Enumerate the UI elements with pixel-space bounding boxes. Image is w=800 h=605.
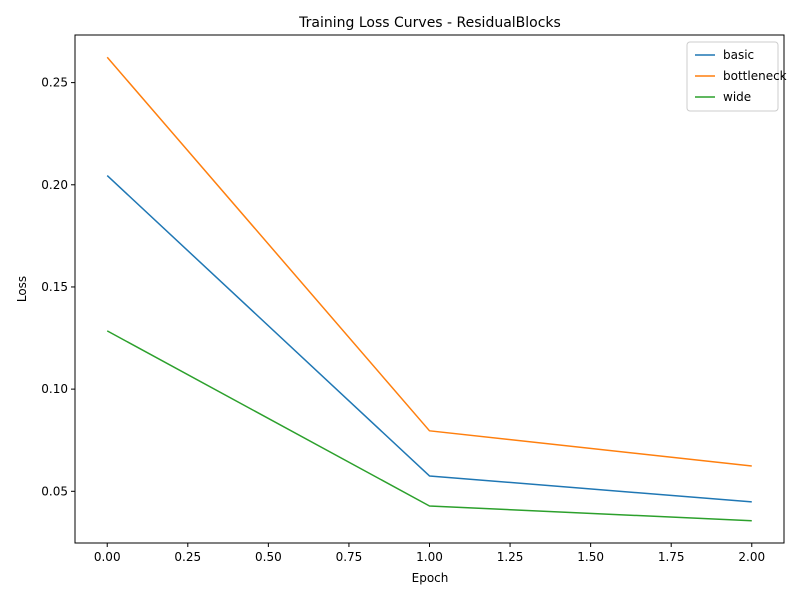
y-tick-label: 0.10 [41,382,68,396]
y-tick-label: 0.20 [41,178,68,192]
x-tick-label: 2.00 [738,550,765,564]
x-tick-label: 0.75 [336,550,363,564]
x-axis: 0.00 0.25 0.50 0.75 1.00 1.25 1.50 1.75 2.00 [94,543,765,564]
x-tick-label: 1.00 [416,550,443,564]
series-line-basic [106,175,752,503]
x-tick-label: 1.75 [658,550,685,564]
series-line-wide [106,330,752,522]
legend-label: wide [723,90,751,104]
chart-title: Training Loss Curves - ResidualBlocks [298,15,561,31]
legend-label: bottleneck [723,69,787,83]
x-tick-label: 0.50 [255,550,282,564]
y-tick-label: 0.05 [41,484,68,498]
plot-frame [74,34,785,544]
x-tick-label: 1.25 [497,550,524,564]
y-tick-label: 0.15 [41,280,68,294]
y-axis-title: Loss [15,276,29,302]
x-tick-label: 0.25 [174,550,201,564]
y-tick-label: 0.25 [41,76,68,90]
y-axis: 0.05 0.10 0.15 0.20 0.25 [41,76,75,498]
legend: basic bottleneck wide [686,41,787,112]
series-line-bottleneck [106,56,752,467]
x-tick-label: 1.50 [577,550,604,564]
legend-box [686,41,779,112]
x-tick-label: 0.00 [94,550,121,564]
plot-series [106,56,752,522]
legend-label: basic [723,48,754,62]
x-axis-title: Epoch [412,571,449,585]
